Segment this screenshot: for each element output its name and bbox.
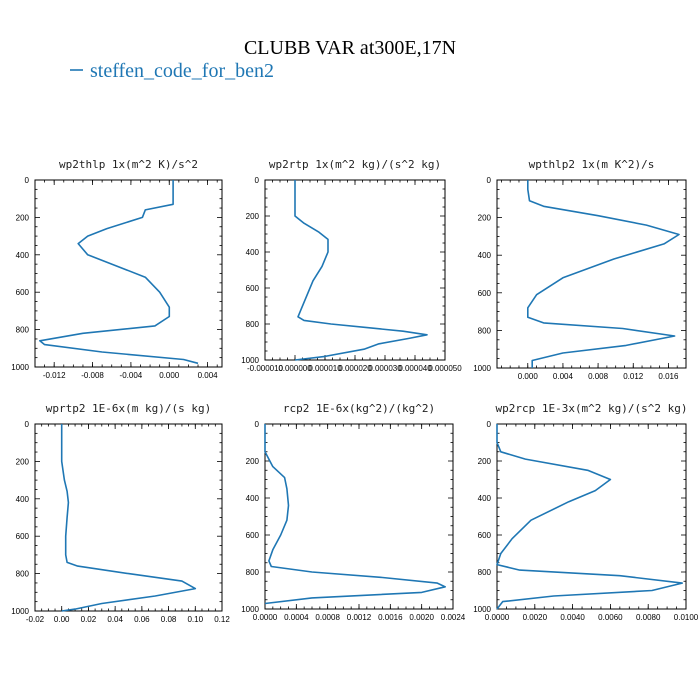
y-tick-label: 800	[478, 326, 492, 335]
legend-label: steffen_code_for_ben2	[90, 60, 274, 82]
x-tick-label: 0.0040	[560, 613, 585, 622]
x-tick-label: 0.0024	[441, 613, 466, 622]
x-tick-label: 0.0016	[378, 613, 403, 622]
x-tick-label: 0.0000	[485, 613, 510, 622]
y-tick-label: 1000	[473, 605, 491, 614]
x-tick-label: 0.0000	[253, 613, 278, 622]
chart-panel-2: wp2rtp 1x(m^2 kg)/(s^2 kg) 0 200 400 600 800 1…	[241, 158, 462, 373]
x-tick-label: 0.0008	[315, 613, 340, 622]
y-tick-label: 400	[246, 494, 260, 503]
x-tick-label: 0.00	[54, 615, 70, 624]
panel-title: wpthlp2 1x(m K^2)/s	[529, 158, 655, 171]
x-tick-label: 0.06	[134, 615, 150, 624]
y-tick-label: 800	[246, 320, 260, 329]
x-tick-label: -0.008	[81, 371, 104, 380]
y-tick-label: 1000	[11, 607, 29, 616]
x-tick-label: 0.0020	[409, 613, 434, 622]
y-tick-label: 0	[255, 420, 260, 429]
y-tick-label: 800	[16, 570, 30, 579]
panel-title: wp2rtp 1x(m^2 kg)/(s^2 kg)	[269, 158, 441, 171]
x-tick-label: 0.000020	[338, 364, 372, 373]
y-tick-label: 1000	[241, 605, 259, 614]
x-tick-label: 0.0100	[674, 613, 699, 622]
chart-panel-1: wp2thlp 1x(m^2 K)/s^2 0 200 400 600 800 1000 -0…	[11, 158, 223, 380]
x-tick-label: 0.000	[159, 371, 180, 380]
y-tick-label: 1000	[241, 356, 259, 365]
y-tick-label: 0	[487, 420, 492, 429]
y-tick-label: 600	[478, 531, 492, 540]
series-line	[264, 424, 447, 605]
series-line	[38, 180, 199, 365]
x-tick-label: 0.12	[214, 615, 230, 624]
panel-title: wprtp2 1E-6x(m kg)/(s kg)	[46, 402, 212, 415]
x-tick-label: 0.04	[107, 615, 123, 624]
plot-frame	[496, 423, 687, 610]
y-tick-label: 600	[246, 531, 260, 540]
panel-title: wp2thlp 1x(m^2 K)/s^2	[59, 158, 198, 171]
y-tick-label: 400	[478, 251, 492, 260]
y-tick-label: 600	[478, 289, 492, 298]
panel-title: wp2rcp 1E-3x(m^2 kg)/(s^2 kg)	[495, 402, 687, 415]
x-tick-label: -0.02	[26, 615, 45, 624]
y-tick-label: 600	[246, 284, 260, 293]
series-line	[294, 180, 428, 361]
series-line	[526, 180, 680, 368]
y-tick-label: 600	[16, 532, 30, 541]
x-tick-label: 0.000	[518, 372, 539, 381]
y-tick-label: 800	[478, 568, 492, 577]
x-tick-label: 0.08	[161, 615, 177, 624]
x-tick-label: 0.004	[553, 372, 574, 381]
y-tick-label: 200	[478, 457, 492, 466]
figure-title: CLUBB VAR at300E,17N	[244, 37, 456, 59]
y-tick-label: 400	[246, 248, 260, 257]
x-tick-label: 0.000040	[398, 364, 432, 373]
x-tick-label: 0.10	[187, 615, 203, 624]
x-tick-label: 0.004	[198, 371, 219, 380]
y-tick-label: 400	[16, 251, 30, 260]
y-tick-label: 0	[255, 176, 260, 185]
plot-frame	[34, 423, 223, 612]
x-tick-label: 0.0020	[523, 613, 548, 622]
chart-panel-5: rcp2 1E-6x(kg^2)/(kg^2) 0 200 400 600 800 1000…	[241, 402, 466, 622]
y-tick-label: 400	[478, 494, 492, 503]
x-tick-label: 0.0004	[284, 613, 309, 622]
x-tick-label: 0.02	[81, 615, 97, 624]
x-tick-label: 0.000010	[308, 364, 342, 373]
y-tick-label: 200	[246, 212, 260, 221]
x-tick-label: 0.000030	[368, 364, 402, 373]
plot-frame	[34, 179, 223, 368]
x-tick-label: 0.0060	[598, 613, 623, 622]
x-tick-label: 0.0012	[347, 613, 372, 622]
x-tick-label: 0.000050	[428, 364, 462, 373]
x-tick-label: 0.000000	[278, 364, 312, 373]
x-tick-label: 0.012	[623, 372, 644, 381]
chart-panel-4: wprtp2 1E-6x(m kg)/(s kg) 0 200 400 600 800 10…	[11, 402, 230, 624]
chart-panel-6: wp2rcp 1E-3x(m^2 kg)/(s^2 kg)0 200 400 600 8…	[473, 402, 699, 622]
x-tick-label: 0.0080	[636, 613, 661, 622]
y-tick-label: 0	[487, 176, 492, 185]
y-tick-label: 400	[16, 495, 30, 504]
y-tick-label: 200	[16, 457, 30, 466]
x-tick-label: -0.000010	[247, 364, 284, 373]
y-tick-label: 1000	[11, 363, 29, 372]
y-tick-label: 200	[478, 214, 492, 223]
y-tick-label: 0	[25, 420, 30, 429]
y-tick-label: 800	[16, 326, 30, 335]
y-tick-label: 1000	[473, 364, 491, 373]
x-tick-label: 0.008	[588, 372, 609, 381]
y-tick-label: 800	[246, 568, 260, 577]
y-tick-label: 600	[16, 288, 30, 297]
panel-title: rcp2 1E-6x(kg^2)/(kg^2)	[283, 402, 435, 415]
panel-grid: wp2thlp 1x(m^2 K)/s^202004006008001000-0…	[11, 158, 699, 624]
series-line	[60, 424, 197, 612]
y-tick-label: 0	[25, 176, 30, 185]
x-tick-label: -0.004	[120, 371, 143, 380]
y-tick-label: 200	[246, 457, 260, 466]
x-tick-label: -0.012	[43, 371, 66, 380]
y-tick-label: 200	[16, 213, 30, 222]
chart-panel-3: wpthlp2 1x(m K^2)/s 0 200 400 600 800 1000 0.00…	[473, 158, 687, 381]
x-tick-label: 0.016	[658, 372, 679, 381]
series-line	[496, 424, 684, 610]
